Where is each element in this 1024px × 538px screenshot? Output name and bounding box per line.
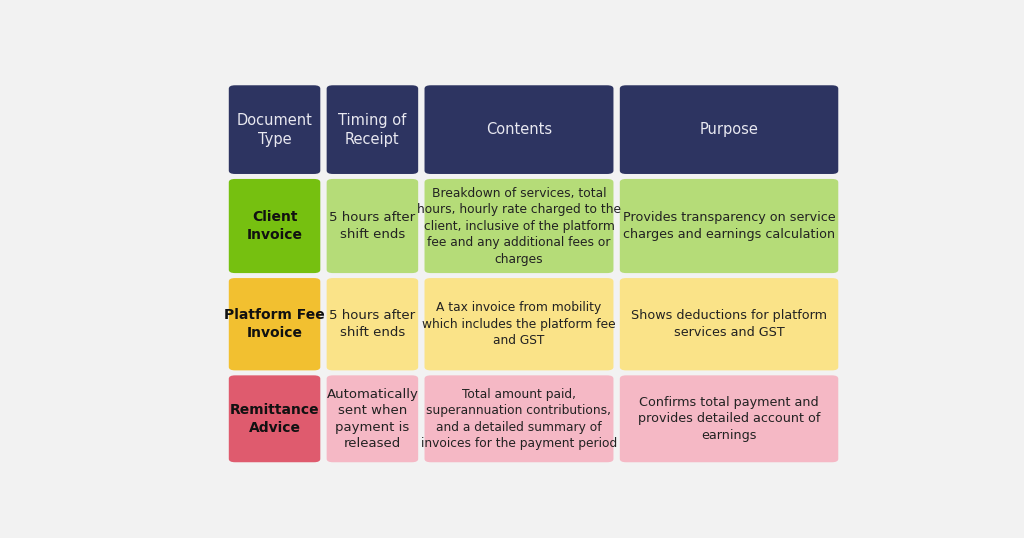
FancyBboxPatch shape bbox=[228, 86, 321, 174]
Text: Shows deductions for platform
services and GST: Shows deductions for platform services a… bbox=[631, 309, 827, 339]
FancyBboxPatch shape bbox=[620, 86, 839, 174]
FancyBboxPatch shape bbox=[620, 179, 839, 273]
Text: Breakdown of services, total
hours, hourly rate charged to the
client, inclusive: Breakdown of services, total hours, hour… bbox=[417, 187, 621, 266]
FancyBboxPatch shape bbox=[620, 278, 839, 370]
FancyBboxPatch shape bbox=[425, 278, 613, 370]
Text: Document
Type: Document Type bbox=[237, 112, 312, 147]
Text: A tax invoice from mobility
which includes the platform fee
and GST: A tax invoice from mobility which includ… bbox=[422, 301, 615, 347]
Text: 5 hours after
shift ends: 5 hours after shift ends bbox=[330, 309, 416, 339]
FancyBboxPatch shape bbox=[228, 179, 321, 273]
Text: Contents: Contents bbox=[486, 122, 552, 137]
FancyBboxPatch shape bbox=[425, 376, 613, 462]
Text: Platform Fee
Invoice: Platform Fee Invoice bbox=[224, 308, 325, 340]
Text: Client
Invoice: Client Invoice bbox=[247, 210, 302, 242]
FancyBboxPatch shape bbox=[620, 376, 839, 462]
Text: Remittance
Advice: Remittance Advice bbox=[229, 403, 319, 435]
FancyBboxPatch shape bbox=[327, 278, 418, 370]
FancyBboxPatch shape bbox=[228, 376, 321, 462]
FancyBboxPatch shape bbox=[327, 179, 418, 273]
FancyBboxPatch shape bbox=[327, 376, 418, 462]
Text: Provides transparency on service
charges and earnings calculation: Provides transparency on service charges… bbox=[623, 211, 836, 241]
Text: Timing of
Receipt: Timing of Receipt bbox=[338, 112, 407, 147]
FancyBboxPatch shape bbox=[327, 86, 418, 174]
Text: 5 hours after
shift ends: 5 hours after shift ends bbox=[330, 211, 416, 241]
FancyBboxPatch shape bbox=[425, 179, 613, 273]
Text: Confirms total payment and
provides detailed account of
earnings: Confirms total payment and provides deta… bbox=[638, 396, 820, 442]
Text: Total amount paid,
superannuation contributions,
and a detailed summary of
invoi: Total amount paid, superannuation contri… bbox=[421, 387, 617, 450]
Text: Purpose: Purpose bbox=[699, 122, 759, 137]
FancyBboxPatch shape bbox=[425, 86, 613, 174]
FancyBboxPatch shape bbox=[228, 278, 321, 370]
Text: Automatically
sent when
payment is
released: Automatically sent when payment is relea… bbox=[327, 387, 419, 450]
